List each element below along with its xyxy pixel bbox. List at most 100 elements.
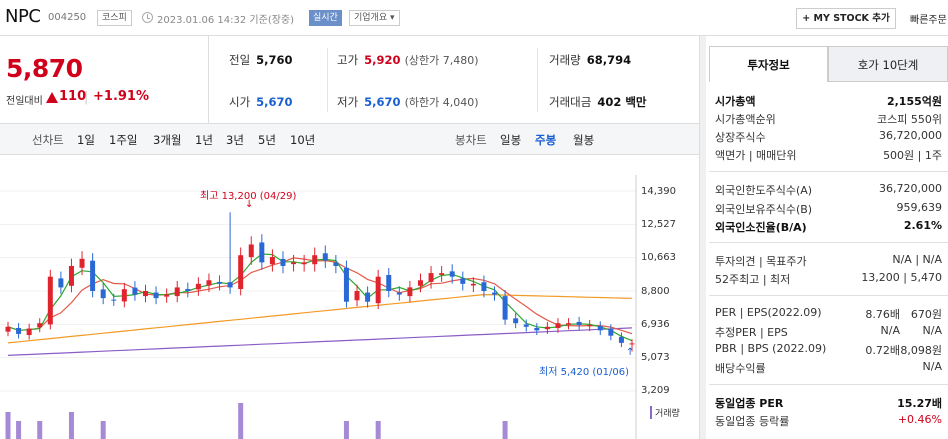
info-row: 배당수익률 N/A bbox=[715, 360, 948, 378]
info-mid-value: 0.72배 bbox=[865, 344, 900, 357]
candlestick-chart[interactable] bbox=[0, 155, 699, 439]
candle-body bbox=[68, 265, 74, 286]
candle-body bbox=[259, 242, 265, 263]
ma120-line bbox=[7, 327, 633, 356]
lower-limit: (하한가 4,040) bbox=[404, 96, 479, 109]
candle-body bbox=[195, 283, 201, 290]
tab-investment-info[interactable]: 투자정보 bbox=[709, 46, 828, 82]
volume: 거래량 68,794 bbox=[549, 52, 631, 68]
volume-bar bbox=[343, 421, 349, 439]
info-label: 배당수익률 bbox=[715, 362, 766, 375]
info-value: 2,155억원 bbox=[886, 95, 942, 108]
divider bbox=[709, 171, 948, 172]
down-arrow-icon: ↓ bbox=[245, 199, 254, 210]
y-tick: 6,936 bbox=[641, 319, 670, 330]
add-mystock-button[interactable]: + MY STOCK 추가 bbox=[796, 8, 896, 29]
period-5y[interactable]: 5년 bbox=[258, 133, 276, 147]
candle-body bbox=[269, 257, 275, 265]
info-value: N/A | N/A bbox=[892, 253, 942, 266]
investment-info-panel: 투자정보 호가 10단계 시가총액 2,155억원 시가총액순위 코스피 550위 상장… bbox=[709, 46, 948, 439]
corp-info-dropdown[interactable]: 기업개요 ▾ bbox=[349, 10, 400, 26]
info-label: 외국인보유주식수(B) bbox=[715, 203, 813, 216]
tab-order-book[interactable]: 호가 10단계 bbox=[828, 46, 948, 82]
candle-daily[interactable]: 일봉 bbox=[500, 133, 522, 147]
period-1d[interactable]: 1일 bbox=[77, 133, 95, 147]
price-change: 110 bbox=[59, 89, 87, 104]
realtime-badge[interactable]: 실시간 bbox=[309, 10, 342, 26]
candle-body bbox=[58, 278, 64, 288]
info-row: 시가총액 2,155억원 bbox=[715, 93, 948, 111]
chart-period-bar: 선차트 1일 1주일 3개월 1년 3년 5년 10년 봉차트 일봉 주봉 월봉 bbox=[0, 123, 699, 155]
volume-bar bbox=[502, 421, 508, 439]
candle-body bbox=[142, 290, 148, 297]
candle-body bbox=[523, 324, 529, 327]
candle-weekly[interactable]: 주봉 bbox=[535, 133, 557, 147]
y-tick: 12,527 bbox=[641, 219, 676, 230]
low-value: 5,670 bbox=[364, 95, 401, 109]
prev-close-label: 전일 bbox=[229, 53, 251, 67]
divider bbox=[709, 242, 948, 243]
high-label: 고가 bbox=[337, 53, 359, 67]
price-box: 5,870 전일대비 110 | +1.91% bbox=[0, 36, 209, 123]
info-label: 상장주식수 bbox=[715, 131, 766, 144]
scrollbar[interactable] bbox=[699, 36, 706, 439]
candle-body bbox=[417, 280, 423, 286]
divider bbox=[537, 48, 538, 112]
info-row: 추정PER | EPS N/A N/A bbox=[715, 324, 948, 342]
volume-bar bbox=[375, 421, 381, 439]
high-price: 고가 5,920 (상한가 7,480) bbox=[337, 52, 479, 68]
volume-bar bbox=[37, 421, 43, 439]
corp-info-label: 기업개요 bbox=[354, 13, 388, 23]
candle-body bbox=[566, 323, 572, 325]
candle-body bbox=[354, 290, 360, 301]
info-label: PER | EPS(2022.09) bbox=[715, 306, 822, 319]
prev-close: 전일 5,760 bbox=[229, 52, 293, 68]
info-value: 500원 | 1주 bbox=[883, 149, 942, 162]
panel-tabs: 투자정보 호가 10단계 bbox=[709, 46, 948, 82]
candle-chart-label: 봉차트 bbox=[455, 133, 487, 147]
candle-body bbox=[185, 289, 191, 291]
open-value: 5,670 bbox=[256, 95, 293, 109]
quick-order-link[interactable]: 빠른주문 bbox=[910, 15, 947, 26]
volume-bar bbox=[100, 421, 106, 439]
low-annotation: 최저 5,420 (01/06) bbox=[539, 367, 630, 378]
amount-value: 402 백만 bbox=[597, 95, 647, 109]
info-row: 동일업종 PER 15.27배 bbox=[715, 395, 948, 413]
period-3y[interactable]: 3년 bbox=[226, 133, 244, 147]
candle-body bbox=[47, 276, 53, 325]
info-value: N/A bbox=[922, 360, 942, 373]
candle-body bbox=[132, 287, 138, 295]
divider bbox=[709, 295, 948, 296]
candle-monthly[interactable]: 월봉 bbox=[573, 133, 595, 147]
info-value: N/A bbox=[922, 324, 942, 337]
candle-body bbox=[238, 255, 244, 290]
period-1y[interactable]: 1년 bbox=[195, 133, 213, 147]
info-label: 시가총액순위 bbox=[715, 113, 776, 126]
candle-body bbox=[597, 326, 603, 331]
candle-body bbox=[576, 321, 582, 325]
info-row: PER | EPS(2022.09) 8.76배 670원 bbox=[715, 306, 948, 324]
period-3m[interactable]: 3개월 bbox=[153, 133, 182, 147]
info-value: 959,639 bbox=[896, 201, 943, 214]
candle-body bbox=[301, 262, 307, 265]
prev-close-value: 5,760 bbox=[256, 53, 293, 67]
candle-body bbox=[280, 258, 286, 266]
candle-body bbox=[428, 273, 434, 282]
volume-value: 68,794 bbox=[586, 53, 632, 67]
info-value: 15.27배 bbox=[897, 397, 942, 410]
candle-body bbox=[174, 287, 180, 297]
info-row: 액면가 | 매매단위 500원 | 1주 bbox=[715, 147, 948, 165]
candle-body bbox=[26, 328, 32, 336]
divider bbox=[709, 384, 948, 385]
candle-body bbox=[5, 326, 11, 332]
open-price: 시가 5,670 bbox=[229, 94, 293, 110]
ma60-line bbox=[7, 293, 633, 344]
candle-body bbox=[587, 324, 593, 327]
info-mid-value: N/A bbox=[880, 324, 900, 337]
candle-body bbox=[322, 253, 328, 261]
period-10y[interactable]: 10년 bbox=[290, 133, 316, 147]
candle-body bbox=[555, 323, 561, 328]
upper-limit: (상한가 7,480) bbox=[404, 54, 479, 67]
stock-name: NPC bbox=[5, 6, 41, 27]
period-1w[interactable]: 1주일 bbox=[109, 133, 138, 147]
